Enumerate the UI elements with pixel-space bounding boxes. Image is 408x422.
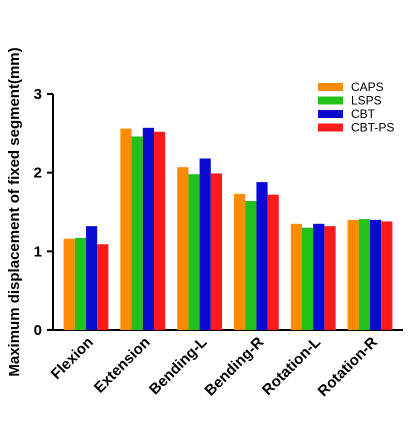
bar-cbt-ps-flexion: [97, 244, 109, 330]
bar-cbt-ps-extension: [154, 131, 166, 330]
bar-caps-bending-l: [177, 167, 189, 330]
legend-label: LSPS: [351, 94, 382, 108]
legend-swatch-cbt-ps: [318, 123, 343, 132]
bar-cbt-extension: [142, 127, 154, 331]
bar-cbt-ps-rotation-l: [324, 226, 336, 330]
bar-lsps-bending-r: [245, 200, 257, 330]
bar-cbt-bending-l: [199, 158, 211, 330]
legend-swatch-lsps: [318, 96, 343, 105]
bar-lsps-rotation-l: [302, 227, 314, 330]
bar-cbt-ps-bending-l: [210, 173, 222, 330]
x-category-label: Rotation-R: [315, 334, 381, 400]
bar-lsps-bending-l: [188, 174, 200, 330]
legend-swatch-cbt: [318, 110, 343, 118]
x-category-label: Bending-L: [146, 334, 210, 398]
legend-label: CBT: [351, 107, 376, 121]
y-tick-label: 0: [34, 322, 42, 339]
y-tick-label: 3: [34, 86, 42, 103]
y-axis-title: Maximum displacement of fixed segment(mm…: [6, 47, 23, 376]
x-category-label: Flexion: [48, 334, 97, 383]
legend-swatch-caps: [318, 83, 343, 91]
y-ticks: 0 1 2 3: [34, 86, 53, 339]
bar-lsps-flexion: [74, 237, 86, 330]
x-category-label: Bending-R: [202, 334, 268, 400]
legend-label: CBT-PS: [351, 121, 394, 135]
bar-cbt-rotation-l: [313, 223, 325, 330]
bars: [63, 127, 393, 331]
y-axis-title-group: Maximum displacement of fixed segment(mm…: [6, 47, 23, 376]
legend-label: CAPS: [351, 80, 384, 94]
bar-lsps-extension: [131, 136, 143, 330]
y-tick-label: 2: [34, 165, 42, 182]
bar-caps-rotation-l: [290, 223, 302, 330]
bar-cbt-flexion: [86, 226, 98, 330]
x-category-label: Extension: [91, 334, 154, 397]
bar-cbt-ps-bending-r: [267, 194, 279, 330]
bar-cbt-bending-r: [256, 182, 268, 330]
axes: [52, 94, 403, 331]
bar-caps-extension: [120, 128, 132, 330]
y-tick-label: 1: [34, 243, 42, 260]
bar-lsps-rotation-r: [358, 219, 370, 330]
bar-cbt-ps-rotation-r: [381, 221, 393, 330]
bar-caps-flexion: [63, 238, 75, 330]
x-category-label: Rotation-L: [259, 334, 324, 399]
category-labels: FlexionExtensionBending-LBending-RRotati…: [48, 334, 381, 400]
bar-caps-bending-r: [234, 193, 246, 330]
bar-caps-rotation-r: [347, 219, 359, 330]
bar-cbt-rotation-r: [370, 219, 382, 330]
